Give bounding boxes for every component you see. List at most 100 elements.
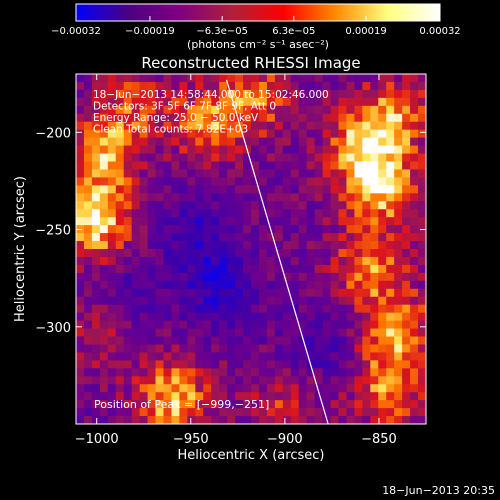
heatmap-cell bbox=[123, 177, 133, 186]
heatmap-cell bbox=[115, 193, 125, 202]
heatmap-cell bbox=[346, 225, 356, 234]
heatmap-cell bbox=[418, 249, 426, 258]
heatmap-cell bbox=[394, 209, 403, 218]
heatmap-cell bbox=[314, 225, 324, 234]
heatmap-cell bbox=[179, 320, 188, 330]
heatmap-cell bbox=[171, 249, 181, 258]
heatmap-cell bbox=[290, 280, 300, 290]
heatmap-cell bbox=[410, 304, 419, 314]
heatmap-cell bbox=[330, 241, 340, 250]
heatmap-cell bbox=[83, 312, 93, 322]
heatmap-cell bbox=[195, 177, 204, 186]
heatmap-cell bbox=[163, 209, 173, 218]
heatmap-cell bbox=[394, 280, 403, 290]
heatmap-cell bbox=[219, 169, 228, 179]
heatmap-cell bbox=[386, 249, 395, 258]
heatmap-cell bbox=[306, 304, 316, 314]
heatmap-cell bbox=[290, 121, 300, 131]
heatmap-cell bbox=[147, 360, 157, 369]
heatmap-cell bbox=[378, 193, 387, 202]
heatmap-cell bbox=[410, 217, 419, 226]
heatmap-cell bbox=[314, 360, 324, 369]
heatmap-cell bbox=[362, 400, 371, 409]
heatmap-cell bbox=[91, 416, 101, 424]
heatmap-cell bbox=[330, 336, 340, 346]
heatmap-cell bbox=[314, 89, 324, 99]
heatmap-cell bbox=[123, 113, 133, 123]
heatmap-cell bbox=[314, 336, 324, 346]
heatmap-cell bbox=[378, 296, 387, 306]
heatmap-cell bbox=[282, 185, 292, 194]
heatmap-cell bbox=[187, 360, 196, 369]
heatmap-cell bbox=[99, 97, 109, 107]
heatmap-cell bbox=[187, 392, 196, 401]
heatmap-cell bbox=[362, 312, 371, 322]
heatmap-cell bbox=[290, 169, 300, 179]
heatmap-cell bbox=[171, 352, 181, 361]
colorbar-tick-label: 6.3e−05 bbox=[272, 26, 315, 37]
heatmap-cell bbox=[203, 209, 212, 218]
heatmap-cell bbox=[195, 74, 204, 83]
heatmap-cell bbox=[322, 121, 332, 131]
heatmap-cell bbox=[195, 416, 204, 424]
heatmap-cell bbox=[306, 256, 316, 266]
heatmap-cell bbox=[258, 272, 268, 282]
heatmap-cell bbox=[346, 113, 356, 123]
heatmap-cell bbox=[107, 105, 117, 115]
heatmap-cell bbox=[346, 209, 356, 218]
heatmap-cell bbox=[91, 209, 101, 218]
heatmap-cell bbox=[235, 344, 244, 354]
heatmap-cell bbox=[211, 272, 220, 282]
heatmap-cell bbox=[258, 105, 268, 115]
heatmap-cell bbox=[410, 169, 419, 179]
heatmap-cell bbox=[179, 312, 188, 322]
heatmap-cell bbox=[179, 264, 188, 274]
heatmap-cell bbox=[354, 392, 363, 401]
heatmap-cell bbox=[386, 185, 395, 194]
heatmap-cell bbox=[330, 145, 340, 155]
heatmap-cell bbox=[107, 137, 117, 147]
heatmap-cell bbox=[195, 121, 204, 131]
heatmap-cell bbox=[187, 193, 196, 202]
heatmap-cell bbox=[402, 153, 411, 163]
heatmap-cell bbox=[187, 256, 196, 266]
heatmap-cell bbox=[314, 185, 324, 194]
heatmap-cell bbox=[362, 233, 371, 242]
heatmap-cell bbox=[338, 81, 348, 91]
heatmap-cell bbox=[139, 185, 149, 194]
heatmap-cell bbox=[251, 233, 260, 242]
heatmap-cell bbox=[91, 408, 101, 417]
heatmap-cell bbox=[187, 320, 196, 330]
heatmap-cell bbox=[322, 74, 332, 83]
heatmap-cell bbox=[402, 169, 411, 179]
heatmap-cell bbox=[179, 368, 188, 377]
heatmap-cell bbox=[99, 344, 109, 354]
heatmap-cell bbox=[243, 344, 252, 354]
heatmap-cell bbox=[330, 129, 340, 139]
heatmap-cell bbox=[418, 217, 426, 226]
heatmap-cell bbox=[107, 241, 117, 250]
heatmap-cell bbox=[179, 384, 188, 393]
heatmap-cell bbox=[330, 320, 340, 330]
heatmap-cell bbox=[171, 177, 181, 186]
heatmap-cell bbox=[115, 408, 125, 417]
heatmap-cell bbox=[386, 408, 395, 417]
heatmap-cell bbox=[195, 193, 204, 202]
heatmap-cell bbox=[195, 336, 204, 346]
heatmap-cell bbox=[322, 352, 332, 361]
heatmap-cell bbox=[402, 312, 411, 322]
heatmap-cell bbox=[258, 312, 268, 322]
heatmap-cell bbox=[346, 217, 356, 226]
heatmap-cell bbox=[155, 328, 165, 338]
heatmap-cell bbox=[195, 392, 204, 401]
heatmap-cell bbox=[211, 416, 220, 424]
heatmap-cell bbox=[227, 217, 236, 226]
heatmap-cell bbox=[139, 217, 149, 226]
heatmap-cell bbox=[251, 225, 260, 234]
heatmap-cell bbox=[386, 304, 395, 314]
heatmap-cell bbox=[131, 217, 141, 226]
heatmap-cell bbox=[346, 121, 356, 131]
heatmap-cell bbox=[147, 201, 157, 210]
heatmap-cell bbox=[123, 169, 133, 179]
heatmap-cell bbox=[131, 312, 141, 322]
